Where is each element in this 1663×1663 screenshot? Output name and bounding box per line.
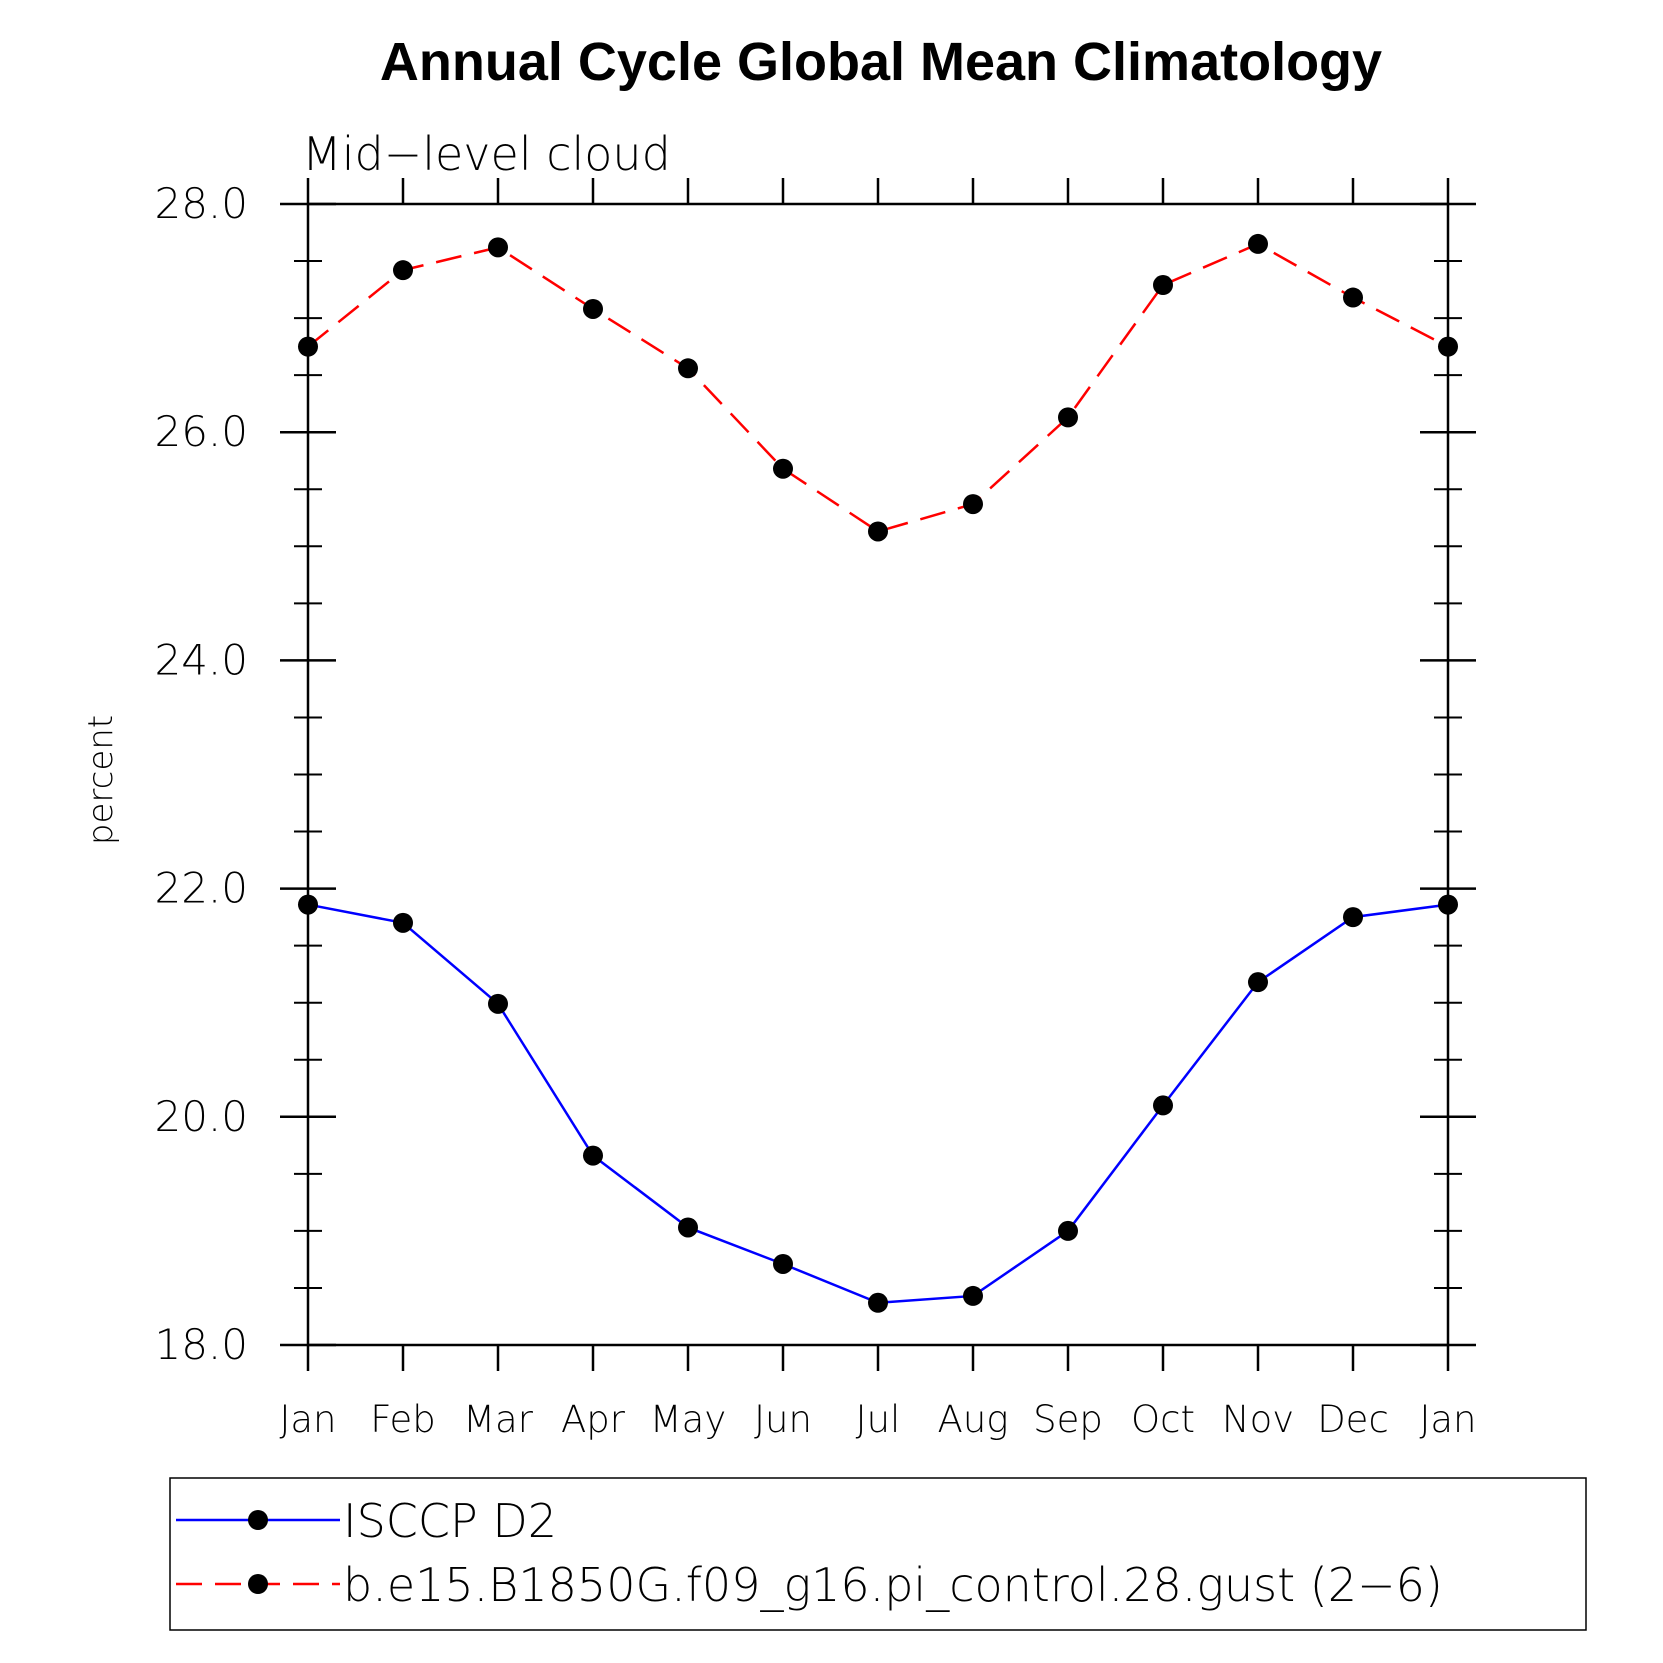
series-1-point [298, 336, 318, 357]
series-0-point [1248, 972, 1268, 993]
x-tick-label: Aug [938, 1398, 1009, 1441]
series-1-point [488, 237, 508, 258]
legend-box [169, 1477, 1587, 1631]
series-line-0 [307, 903, 1449, 1305]
series-0-point [393, 912, 413, 933]
series-1-point [1153, 275, 1173, 296]
legend-marker-1 [248, 1574, 268, 1594]
y-tick-label: 22.0 [154, 864, 248, 913]
series-1-point [1343, 287, 1363, 308]
x-tick-label: May [650, 1398, 727, 1441]
y-tick-label: 24.0 [154, 635, 248, 684]
chart-subtitle: Mid−level cloud [302, 127, 671, 181]
series-0-point [1438, 894, 1458, 915]
y-tick-label: 18.0 [154, 1320, 248, 1369]
series-1-point [583, 298, 603, 319]
x-tick-label: Jul [856, 1398, 901, 1441]
legend-marker-0 [248, 1510, 268, 1530]
series-1-point [868, 521, 888, 542]
series-0-point [963, 1285, 983, 1306]
y-tick-label: 26.0 [154, 407, 248, 456]
series-line-1 [307, 242, 1449, 533]
x-tick-label: Feb [370, 1398, 436, 1441]
series-0-point [488, 993, 508, 1014]
x-tick-label: Sep [1033, 1398, 1103, 1441]
series-1-point [1248, 233, 1268, 254]
series-1-point [963, 494, 983, 515]
series-1-point [1058, 407, 1078, 428]
series-0-point [583, 1145, 603, 1166]
series-0-point [1343, 907, 1363, 928]
plot-frame [306, 202, 1450, 1347]
legend-label-1: b.e15.B1850G.f09_g16.pi_control.28.gust … [343, 1558, 1443, 1612]
legend-label-0: ISCCP D2 [343, 1494, 557, 1548]
y-tick-label: 28.0 [154, 179, 248, 228]
series-1-point [773, 458, 793, 479]
series-1-point [393, 260, 413, 281]
chart-title: Annual Cycle Global Mean Climatology [380, 32, 1382, 92]
x-tick-label: Jan [1419, 1398, 1476, 1441]
x-tick-label: Dec [1317, 1398, 1389, 1441]
y-tick-label: 20.0 [154, 1092, 248, 1141]
series-0-point [1058, 1220, 1078, 1241]
y-axis-label: percent [81, 715, 121, 845]
axes: Jan Feb Mar Apr May Jun Jul Aug Sep Oct Nov Dec Jan 1… [154, 178, 1477, 1441]
series-1-point [678, 358, 698, 379]
x-tick-label: Jun [754, 1398, 812, 1441]
x-tick-label: Nov [1222, 1398, 1294, 1441]
series-0-point [1153, 1095, 1173, 1116]
x-tick-label: Oct [1131, 1398, 1195, 1441]
x-tick-label: Mar [463, 1398, 534, 1441]
series-layer [298, 233, 1458, 1313]
series-1-point [1438, 336, 1458, 357]
series-0-point [773, 1253, 793, 1274]
x-tick-label: Apr [561, 1398, 626, 1441]
series-0-point [298, 894, 318, 915]
series-0-point [678, 1217, 698, 1238]
series-0-point [868, 1292, 888, 1313]
x-tick-label: Jan [279, 1398, 336, 1441]
legend: ISCCP D2 b.e15.B1850G.f09_g16.pi_control.… [169, 1477, 1587, 1631]
